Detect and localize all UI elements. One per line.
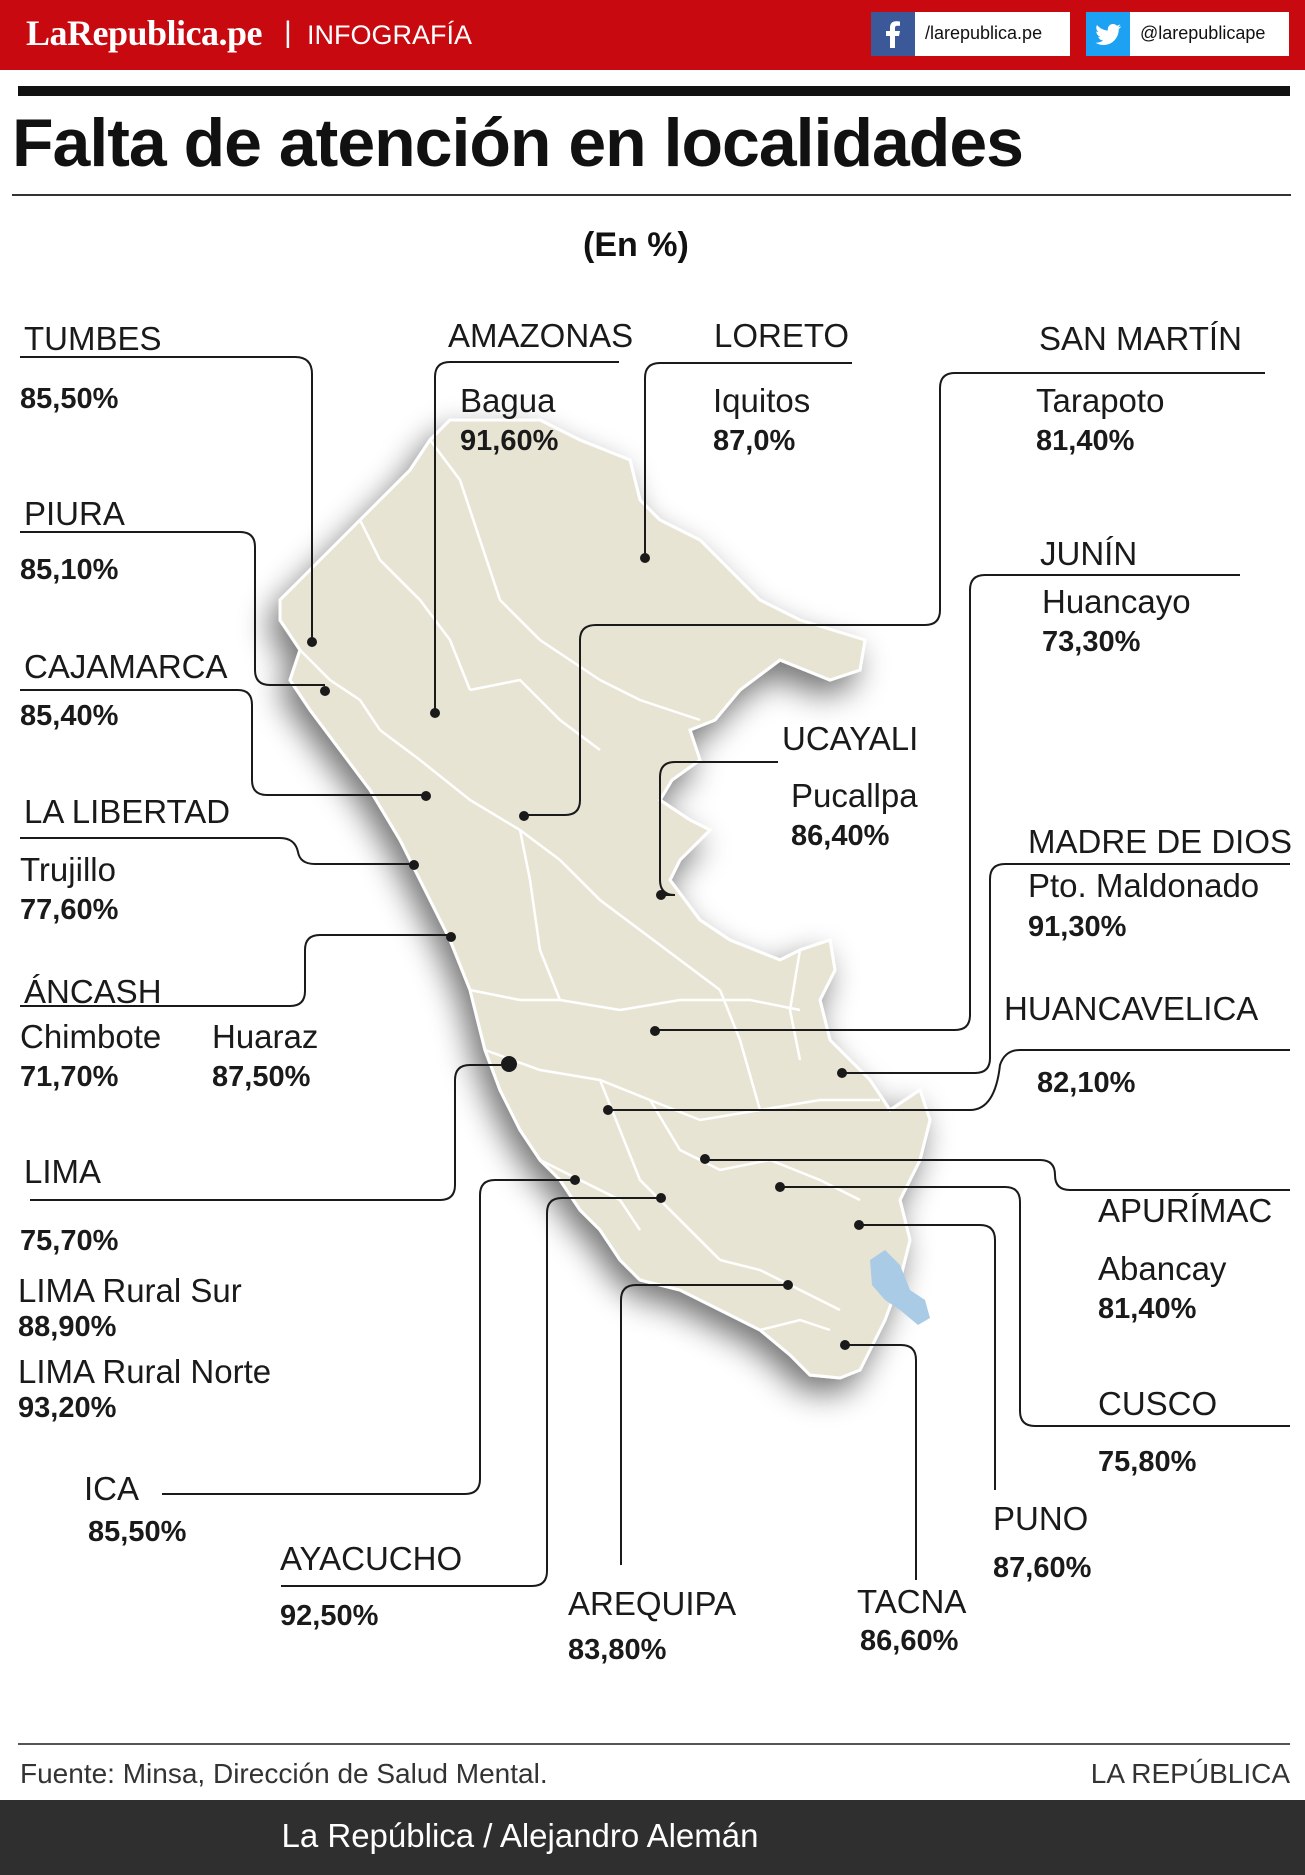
- brand-logo[interactable]: LaRepublica.pe: [26, 13, 263, 53]
- value-iquitos: 87,0%: [713, 425, 796, 457]
- city-pucallpa: Pucallpa: [791, 777, 918, 814]
- value-arequipa: 83,80%: [568, 1634, 667, 1666]
- value-pucallpa: 86,40%: [791, 820, 890, 852]
- city-lima-rural-sur: LIMA Rural Sur: [18, 1272, 242, 1309]
- label-piura: PIURA: [24, 495, 125, 532]
- value-cajamarca: 85,40%: [20, 700, 119, 732]
- value-bagua: 91,60%: [460, 425, 559, 457]
- header-separator: |: [284, 16, 292, 49]
- leader-lines: [20, 356, 1290, 1587]
- label-junin: JUNÍN: [1040, 535, 1138, 572]
- city-lima-rural-norte: LIMA Rural Norte: [18, 1353, 272, 1390]
- section-label[interactable]: INFOGRAFÍA: [307, 20, 473, 50]
- value-ica: 85,50%: [88, 1516, 187, 1548]
- label-cajamarca: CAJAMARCA: [24, 648, 228, 685]
- title-rule: [12, 194, 1291, 196]
- label-amazonas: AMAZONAS: [448, 317, 634, 354]
- city-iquitos: Iquitos: [713, 382, 811, 419]
- label-ayacucho: AYACUCHO: [280, 1540, 463, 1577]
- author-credit: La República / Alejandro Alemán: [281, 1817, 759, 1854]
- value-huancavelica: 82,10%: [1037, 1067, 1136, 1099]
- bottom-rule: [18, 1743, 1290, 1745]
- label-ancash: ÁNCASH: [24, 973, 162, 1010]
- value-tumbes: 85,50%: [20, 383, 119, 415]
- label-san-martin: SAN MARTÍN: [1039, 320, 1242, 357]
- facebook-link[interactable]: /larepublica.pe: [871, 12, 1070, 56]
- value-trujillo: 77,60%: [20, 894, 119, 926]
- label-huancavelica: HUANCAVELICA: [1004, 990, 1259, 1027]
- twitter-icon: [1086, 12, 1130, 56]
- value-piura: 85,10%: [20, 554, 119, 586]
- label-madre-de-dios: MADRE DE DIOS: [1028, 823, 1293, 860]
- peru-land: [278, 418, 932, 1380]
- value-tacna: 86,60%: [860, 1625, 959, 1657]
- city-tarapoto: Tarapoto: [1036, 382, 1165, 419]
- footer-bar: La República / Alejandro Alemán: [0, 1800, 1305, 1875]
- source-note: Fuente: Minsa, Dirección de Salud Mental…: [20, 1758, 548, 1789]
- peru-map: [20, 356, 1290, 1587]
- city-bagua: Bagua: [460, 382, 556, 419]
- value-lima-rural-sur: 88,90%: [18, 1311, 117, 1343]
- page-title: Falta de atención en localidades: [12, 105, 1024, 181]
- label-loreto: LORETO: [714, 317, 850, 354]
- city-pto-maldonado: Pto. Maldonado: [1028, 867, 1260, 904]
- label-arequipa: AREQUIPA: [568, 1585, 737, 1622]
- twitter-link[interactable]: @larepublicape: [1086, 12, 1289, 56]
- value-lima: 75,70%: [20, 1225, 119, 1257]
- label-la-libertad: LA LIBERTAD: [24, 793, 231, 830]
- label-lima: LIMA: [24, 1153, 102, 1190]
- value-cusco: 75,80%: [1098, 1446, 1197, 1478]
- label-apurimac: APURÍMAC: [1098, 1192, 1273, 1229]
- value-tarapoto: 81,40%: [1036, 425, 1135, 457]
- city-huancayo: Huancayo: [1042, 583, 1191, 620]
- value-lima-rural-norte: 93,20%: [18, 1392, 117, 1424]
- value-abancay: 81,40%: [1098, 1293, 1197, 1325]
- city-trujillo: Trujillo: [20, 851, 116, 888]
- lake-titicaca: [870, 1250, 930, 1325]
- facebook-icon: [871, 12, 915, 56]
- label-ica: ICA: [84, 1470, 140, 1507]
- subtitle: (En %): [583, 226, 689, 264]
- value-puno: 87,60%: [993, 1552, 1092, 1584]
- header-bar: LaRepublica.pe | INFOGRAFÍA /larepublica…: [0, 0, 1305, 70]
- value-pto-maldonado: 91,30%: [1028, 911, 1127, 943]
- label-ucayali: UCAYALI: [782, 720, 919, 757]
- value-chimbote: 71,70%: [20, 1061, 119, 1093]
- facebook-handle: /larepublica.pe: [925, 23, 1043, 43]
- twitter-handle: @larepublicape: [1140, 23, 1266, 43]
- location-dots: [307, 553, 864, 1350]
- top-rule: [18, 86, 1290, 96]
- label-tacna: TACNA: [857, 1583, 967, 1620]
- value-ayacucho: 92,50%: [280, 1600, 379, 1632]
- city-huaraz: Huaraz: [212, 1018, 319, 1055]
- label-cusco: CUSCO: [1098, 1385, 1218, 1422]
- label-tumbes: TUMBES: [24, 320, 162, 357]
- city-chimbote: Chimbote: [20, 1018, 162, 1055]
- city-abancay: Abancay: [1098, 1250, 1227, 1287]
- value-huancayo: 73,30%: [1042, 626, 1141, 658]
- label-puno: PUNO: [993, 1500, 1089, 1537]
- footer-brand: LA REPÚBLICA: [1090, 1758, 1290, 1789]
- value-huaraz: 87,50%: [212, 1061, 311, 1093]
